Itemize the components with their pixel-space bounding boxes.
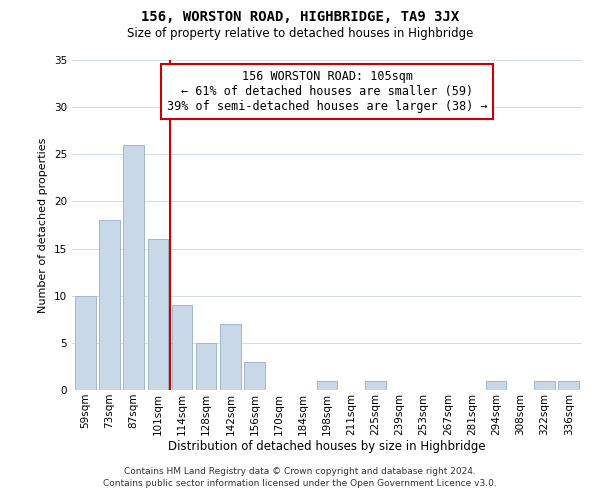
Text: Contains public sector information licensed under the Open Government Licence v3: Contains public sector information licen… [103, 478, 497, 488]
Bar [220, 324, 241, 390]
X-axis label: Distribution of detached houses by size in Highbridge: Distribution of detached houses by size … [168, 440, 486, 454]
Bar [75, 296, 95, 390]
Bar [244, 362, 265, 390]
Text: 156 WORSTON ROAD: 105sqm
← 61% of detached houses are smaller (59)
39% of semi-d: 156 WORSTON ROAD: 105sqm ← 61% of detach… [167, 70, 487, 113]
Bar [317, 380, 337, 390]
Bar [172, 305, 192, 390]
Text: Contains HM Land Registry data © Crown copyright and database right 2024.: Contains HM Land Registry data © Crown c… [124, 468, 476, 476]
Bar [486, 380, 506, 390]
Bar [148, 239, 168, 390]
Text: Size of property relative to detached houses in Highbridge: Size of property relative to detached ho… [127, 28, 473, 40]
Bar [559, 380, 579, 390]
Text: 156, WORSTON ROAD, HIGHBRIDGE, TA9 3JX: 156, WORSTON ROAD, HIGHBRIDGE, TA9 3JX [141, 10, 459, 24]
Y-axis label: Number of detached properties: Number of detached properties [38, 138, 49, 312]
Bar [534, 380, 555, 390]
Bar [99, 220, 120, 390]
Bar [196, 343, 217, 390]
Bar [124, 145, 144, 390]
Bar [365, 380, 386, 390]
